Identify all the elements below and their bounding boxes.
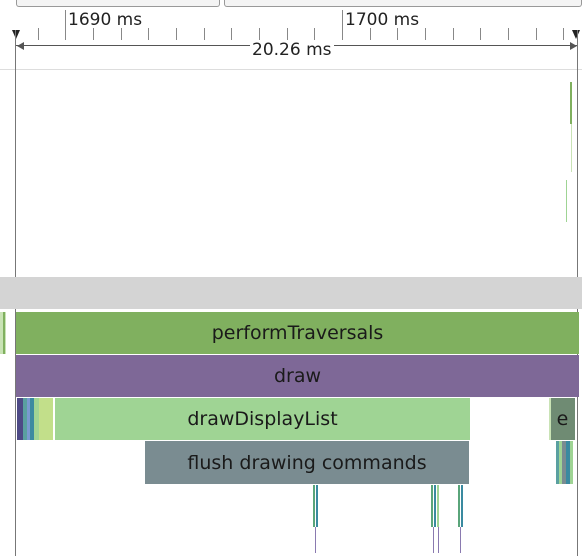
slice-label: performTraversals bbox=[211, 322, 384, 344]
slice-sliver[interactable] bbox=[23, 398, 27, 440]
slice-draw-display-list[interactable]: drawDisplayList bbox=[55, 398, 470, 440]
slice-flush-drawing-commands[interactable]: flush drawing commands bbox=[145, 441, 469, 484]
ruler-tick bbox=[204, 28, 205, 40]
ruler-tick bbox=[121, 28, 122, 40]
counter-slice[interactable] bbox=[570, 82, 572, 124]
range-duration-label: 20.26 ms bbox=[250, 40, 334, 60]
time-label-1690: 1690 ms bbox=[68, 10, 143, 30]
slice-perform-traversals[interactable]: performTraversals bbox=[16, 312, 579, 354]
slice-label: flush drawing commands bbox=[187, 451, 427, 474]
slice-sliver[interactable] bbox=[559, 441, 562, 484]
slice-sliver[interactable] bbox=[27, 398, 30, 440]
slice-sliver[interactable] bbox=[438, 527, 439, 553]
ruler-tick-major bbox=[65, 10, 66, 40]
slice-sliver[interactable] bbox=[566, 441, 570, 484]
slice-sliver[interactable] bbox=[556, 441, 559, 484]
ruler-tick bbox=[508, 28, 509, 40]
slice-sliver[interactable] bbox=[437, 485, 439, 527]
range-start-marker[interactable] bbox=[12, 30, 20, 39]
ruler-tick bbox=[397, 28, 398, 40]
ruler-tick bbox=[370, 28, 371, 40]
slice-label: drawDisplayList bbox=[187, 408, 338, 430]
slice-sliver[interactable] bbox=[3, 312, 5, 354]
ruler-tick bbox=[314, 28, 315, 40]
slice-sliver[interactable] bbox=[434, 485, 436, 527]
slice-sliver[interactable] bbox=[461, 485, 463, 527]
slice-sliver[interactable] bbox=[34, 398, 39, 440]
counter-slice[interactable] bbox=[571, 124, 572, 172]
slice-sliver[interactable] bbox=[549, 398, 551, 440]
ruler-tick-major bbox=[342, 10, 343, 40]
time-label-1700: 1700 ms bbox=[345, 10, 420, 30]
time-ruler: 1690 ms 1700 ms 20.26 ms bbox=[0, 0, 582, 70]
slice-sliver[interactable] bbox=[460, 527, 461, 553]
slice-draw[interactable]: draw bbox=[16, 355, 579, 397]
slice-label: e bbox=[556, 408, 569, 430]
ruler-tick bbox=[563, 28, 564, 40]
ruler-tick bbox=[287, 28, 288, 40]
ruler-tick bbox=[536, 28, 537, 40]
slice-truncated[interactable]: e bbox=[550, 398, 575, 440]
ruler-tick bbox=[425, 28, 426, 40]
ruler-tick bbox=[176, 28, 177, 40]
ruler-tick bbox=[148, 28, 149, 40]
slice-sliver[interactable] bbox=[315, 527, 316, 553]
ruler-tick bbox=[453, 28, 454, 40]
slice-sliver[interactable] bbox=[316, 485, 318, 527]
slice-sliver[interactable] bbox=[39, 398, 53, 440]
slice-sliver[interactable] bbox=[17, 398, 23, 440]
slice-sliver[interactable] bbox=[30, 398, 34, 440]
ruler-top-bar-right bbox=[224, 0, 582, 7]
range-arrow-left bbox=[17, 42, 24, 50]
ruler-top-bar-left bbox=[16, 0, 220, 7]
ruler-tick bbox=[480, 28, 481, 40]
slice-sliver[interactable] bbox=[313, 485, 315, 527]
counter-slice[interactable] bbox=[566, 180, 567, 222]
range-arrow-right bbox=[570, 42, 577, 50]
ruler-tick bbox=[38, 28, 39, 40]
ruler-tick bbox=[231, 28, 232, 40]
slice-label: draw bbox=[273, 365, 322, 387]
ruler-tick bbox=[93, 28, 94, 40]
ruler-divider bbox=[0, 69, 582, 70]
range-end-marker[interactable] bbox=[572, 30, 580, 39]
track-separator bbox=[0, 277, 582, 309]
slice-sliver[interactable] bbox=[433, 527, 434, 553]
slice-sliver[interactable] bbox=[431, 485, 433, 527]
ruler-tick bbox=[259, 28, 260, 40]
slice-sliver[interactable] bbox=[562, 441, 566, 484]
slice-sliver[interactable] bbox=[570, 441, 573, 484]
slice-sliver[interactable] bbox=[458, 485, 460, 527]
